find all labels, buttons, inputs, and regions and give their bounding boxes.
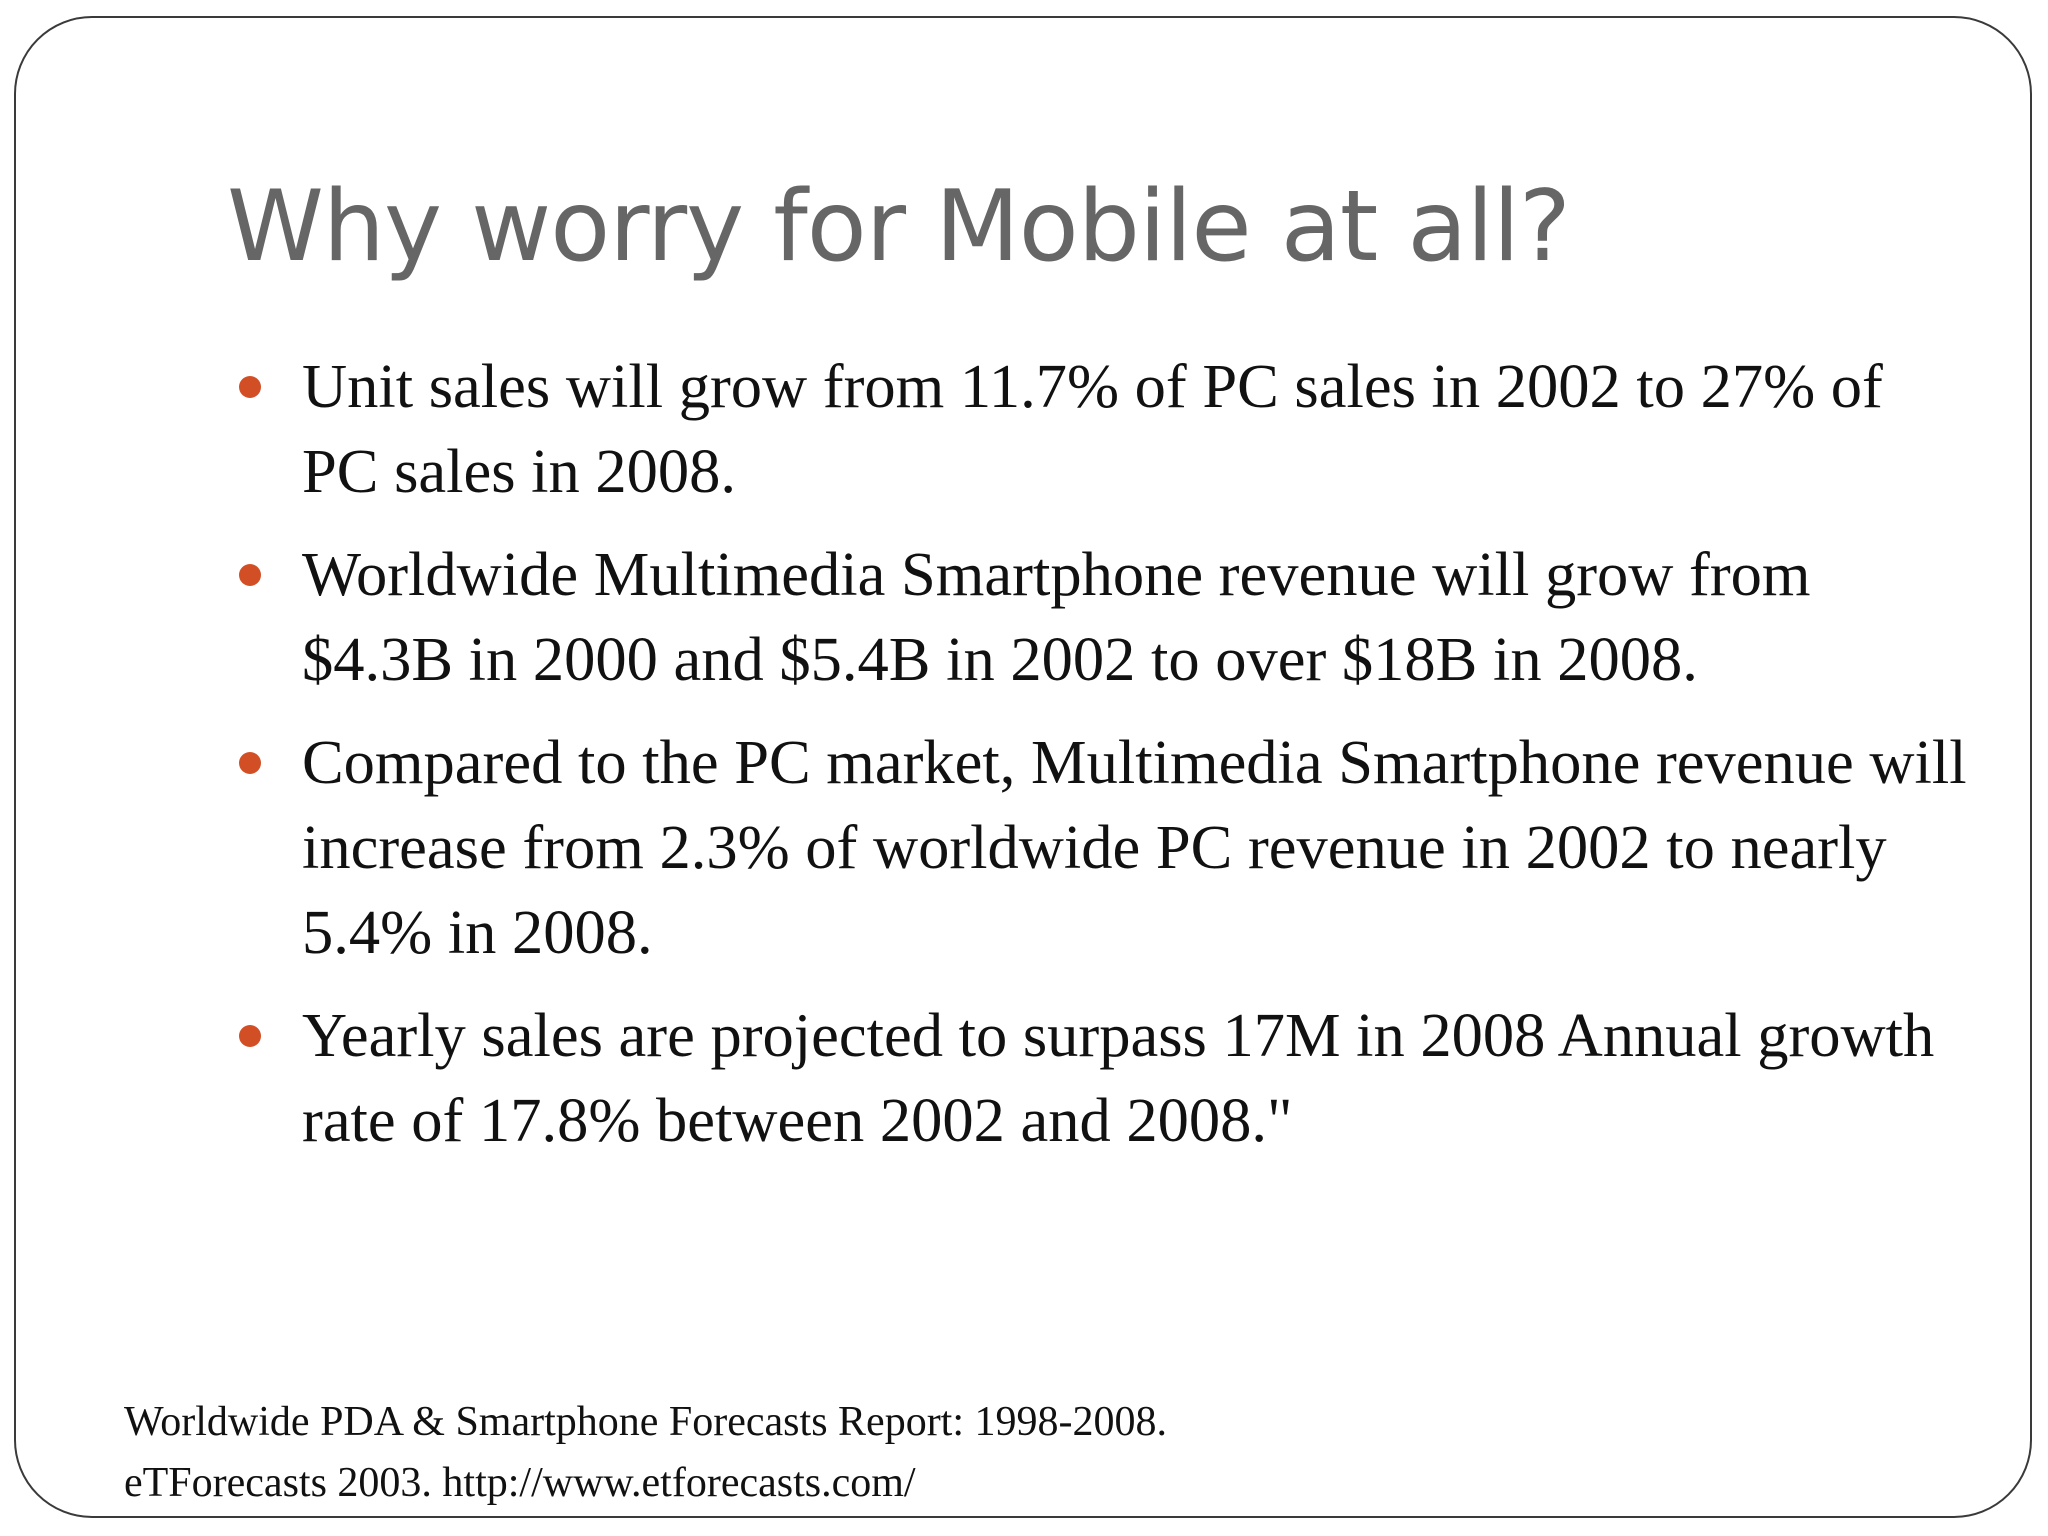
slide: Why worry for Mobile at all? Unit sales …	[14, 16, 2032, 1518]
bullet-marker-icon	[239, 752, 261, 774]
bullet-text: Compared to the PC market, Multimedia Sm…	[302, 727, 1967, 967]
bullet-item: Unit sales will grow from 11.7% of PC sa…	[230, 344, 1970, 514]
bullet-item: Compared to the PC market, Multimedia Sm…	[230, 720, 1970, 975]
bullet-text: Worldwide Multimedia Smartphone revenue …	[302, 539, 1811, 694]
bullet-text: Unit sales will grow from 11.7% of PC sa…	[302, 351, 1883, 506]
bullet-marker-icon	[239, 1025, 261, 1047]
bullet-item: Worldwide Multimedia Smartphone revenue …	[230, 532, 1970, 702]
slide-title: Why worry for Mobile at all?	[227, 170, 1571, 284]
source-line: eTForecasts 2003. http://www.etforecasts…	[124, 1460, 916, 1506]
source-citation: Worldwide PDA & Smartphone Forecasts Rep…	[124, 1392, 1167, 1514]
bullet-text: Yearly sales are projected to surpass 17…	[302, 1000, 1935, 1155]
bullet-list: Unit sales will grow from 11.7% of PC sa…	[230, 344, 1970, 1181]
bullet-marker-icon	[239, 376, 261, 398]
bullet-item: Yearly sales are projected to surpass 17…	[230, 993, 1970, 1163]
source-line: Worldwide PDA & Smartphone Forecasts Rep…	[124, 1399, 1168, 1445]
bullet-marker-icon	[239, 564, 261, 586]
